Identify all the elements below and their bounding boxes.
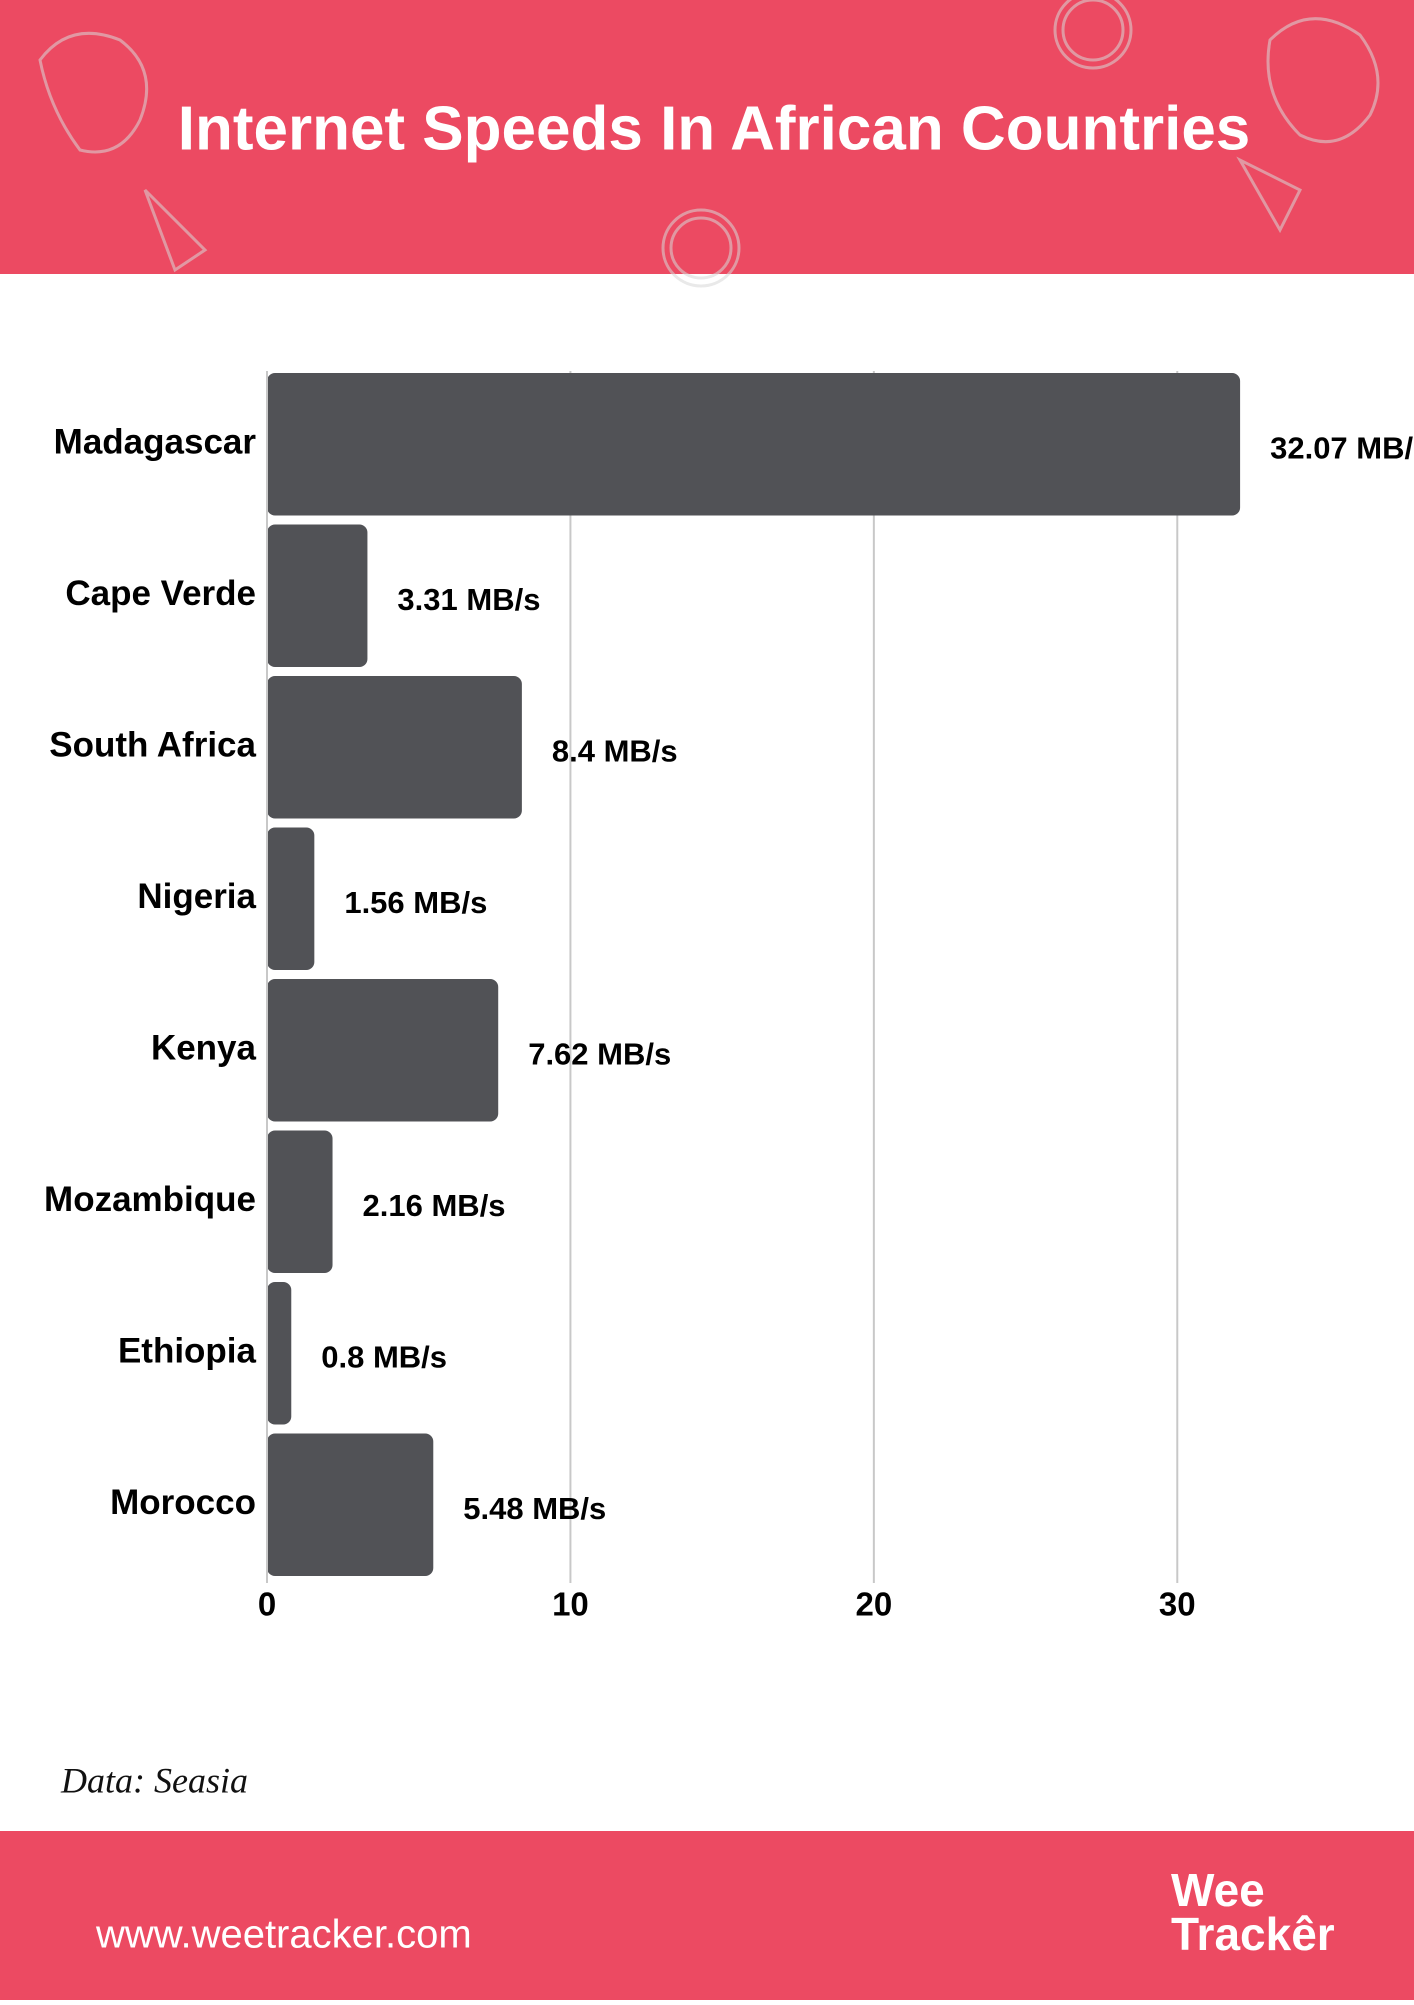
footer-url: www.weetracker.com xyxy=(95,1913,472,1957)
value-label: 2.16 MB/s xyxy=(363,1188,506,1223)
source-note: Data: Seasia xyxy=(60,1760,248,1800)
x-tick-label: 10 xyxy=(552,1586,589,1623)
value-label: 3.31 MB/s xyxy=(397,582,540,617)
category-label: Madagascar xyxy=(54,423,257,462)
bar xyxy=(267,676,522,819)
x-tick-label: 0 xyxy=(258,1586,276,1623)
bar xyxy=(267,827,315,970)
header-band xyxy=(0,0,1414,274)
category-label: Mozambique xyxy=(44,1180,256,1219)
value-label: 1.56 MB/s xyxy=(344,885,487,920)
category-label: Kenya xyxy=(151,1029,257,1068)
bar xyxy=(267,1433,434,1576)
logo-line: Wee xyxy=(1171,1864,1265,1916)
category-label: South Africa xyxy=(49,726,256,765)
bar xyxy=(267,524,368,667)
value-label: 7.62 MB/s xyxy=(528,1036,671,1071)
x-tick-label: 20 xyxy=(855,1586,892,1623)
chart-title: Internet Speeds In African Countries xyxy=(178,94,1251,163)
value-label: 8.4 MB/s xyxy=(552,733,678,768)
footer-band xyxy=(0,1831,1414,2000)
value-label: 5.48 MB/s xyxy=(463,1491,606,1526)
value-label: 0.8 MB/s xyxy=(321,1339,447,1374)
header-decoration xyxy=(38,0,1380,288)
category-label: Morocco xyxy=(110,1483,256,1522)
category-label: Cape Verde xyxy=(65,574,256,613)
bar xyxy=(267,1282,292,1425)
bar xyxy=(267,979,499,1122)
category-label: Nigeria xyxy=(137,877,256,916)
logo-line: Trackêr xyxy=(1171,1908,1335,1960)
bar xyxy=(267,1130,333,1273)
x-tick-label: 30 xyxy=(1159,1586,1196,1623)
category-label: Ethiopia xyxy=(118,1332,257,1371)
value-label: 32.07 MB/s xyxy=(1270,430,1414,465)
bar xyxy=(267,373,1241,516)
